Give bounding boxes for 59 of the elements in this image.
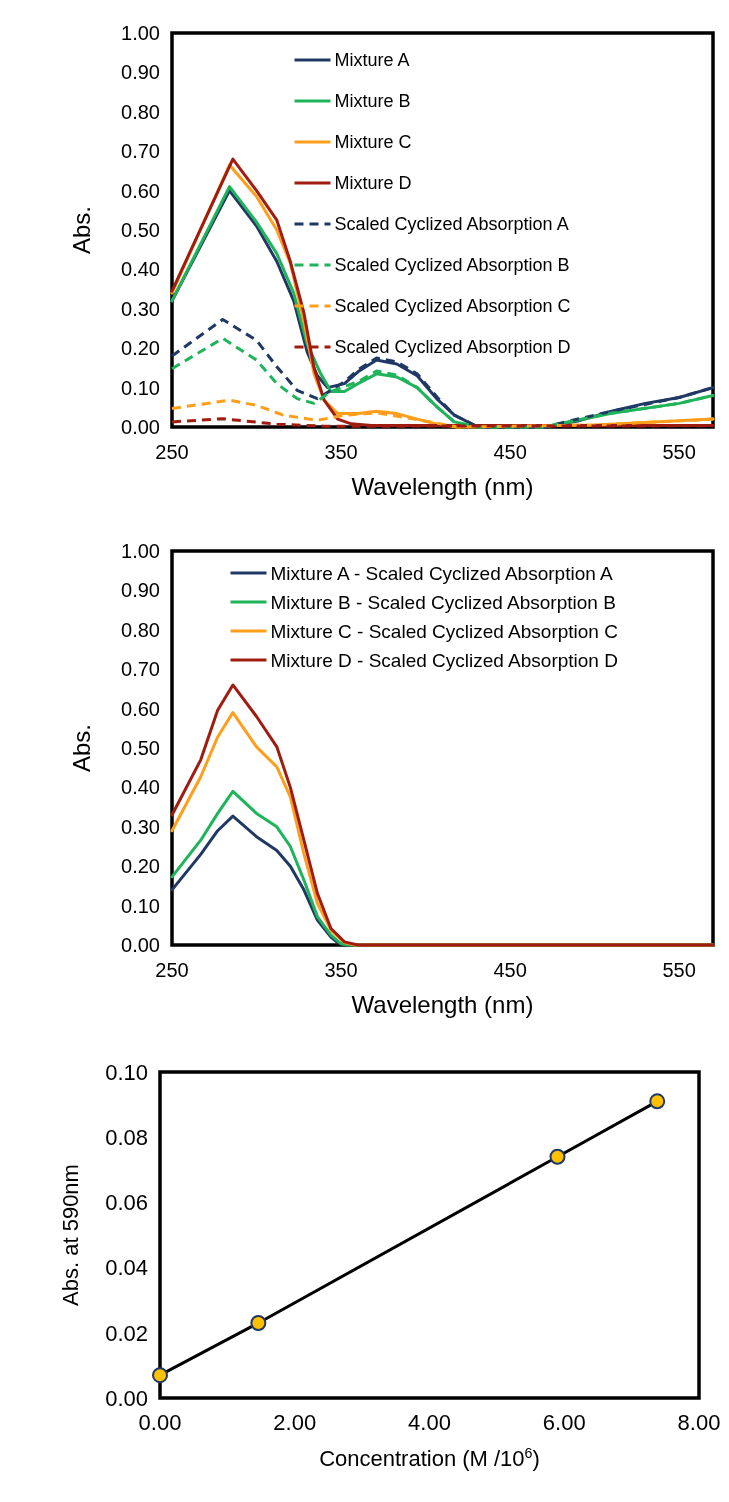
- x-tick-label: 450: [493, 441, 527, 463]
- y-tick-label: 0.10: [121, 376, 160, 399]
- y-tick-label: 0.02: [105, 1320, 148, 1346]
- x-axis-title: Concentration (M /10$^{6}$): [319, 1445, 540, 1471]
- y-tick-label: 0.04: [105, 1255, 148, 1281]
- x-axis-title: Wavelength (nm): [351, 473, 534, 500]
- x-tick-label: 250: [155, 959, 189, 981]
- legend-label: Scaled Cyclized Absorption B: [334, 255, 570, 276]
- legend-label: Scaled Cyclized Absorption C: [334, 296, 571, 317]
- legend-label: Mixture A: [334, 50, 410, 71]
- x-tick-label: 6.00: [542, 1410, 586, 1435]
- y-tick-label: 0.40: [121, 258, 160, 281]
- x-tick-label: 2.00: [273, 1410, 317, 1435]
- x-tick-label: 450: [493, 959, 527, 981]
- y-axis-title: Abs.: [68, 205, 95, 255]
- y-tick-label: 0.06: [105, 1190, 148, 1216]
- y-tick-label: 0.90: [121, 61, 160, 84]
- y-tick-label: 0.00: [121, 416, 160, 438]
- y-tick-label: 0.90: [121, 579, 160, 602]
- y-tick-label: 1.00: [121, 540, 160, 562]
- y-tick-label: 1.00: [121, 22, 160, 44]
- y-tick-label: 0.40: [121, 776, 160, 799]
- y-tick-label: 0.60: [121, 179, 160, 202]
- y-tick-label: 0.00: [121, 934, 160, 956]
- legend-label: Mixture A - Scaled Cyclized Absorption A: [270, 562, 613, 584]
- y-tick-label: 0.50: [121, 219, 160, 241]
- legend-label: Mixture B - Scaled Cyclized Absorption B: [270, 591, 616, 613]
- x-tick-label: 350: [324, 441, 358, 463]
- y-tick-label: 0.00: [105, 1385, 148, 1411]
- y-tick-label: 0.30: [121, 297, 160, 320]
- legend-label: Mixture C - Scaled Cyclized Absorption C: [270, 620, 618, 642]
- y-tick-label: 0.60: [121, 697, 160, 720]
- y-tick-label: 0.80: [121, 100, 160, 123]
- y-axis-title: Abs. at 590nm: [58, 1164, 83, 1306]
- legend-label: Mixture B: [334, 91, 411, 112]
- x-tick-label: 250: [155, 441, 189, 463]
- legend-label: Mixture D - Scaled Cyclized Absorption D: [270, 649, 618, 671]
- x-tick-label: 8.00: [677, 1410, 721, 1435]
- y-tick-label: 0.30: [121, 815, 160, 838]
- x-tick-label: 0.00: [138, 1410, 182, 1435]
- x-tick-label: 550: [662, 441, 696, 463]
- y-tick-label: 0.20: [121, 337, 160, 360]
- y-tick-label: 0.70: [121, 140, 160, 163]
- x-tick-label: 550: [662, 959, 696, 981]
- y-tick-label: 0.08: [105, 1124, 148, 1150]
- legend-label: Scaled Cyclized Absorption A: [334, 214, 569, 235]
- y-axis-title: Abs.: [68, 723, 95, 773]
- legend-label: Scaled Cyclized Absorption D: [334, 337, 571, 358]
- x-tick-label: 4.00: [408, 1410, 451, 1435]
- y-tick-label: 0.20: [121, 855, 160, 878]
- x-axis-title: Wavelength (nm): [351, 991, 534, 1018]
- legend-label: Mixture C: [334, 132, 412, 153]
- y-tick-label: 0.10: [105, 1059, 148, 1085]
- y-tick-label: 0.10: [121, 894, 160, 917]
- y-tick-label: 0.50: [121, 737, 160, 759]
- x-tick-label: 350: [324, 959, 358, 981]
- legend-label: Mixture D: [334, 173, 412, 194]
- y-tick-label: 0.70: [121, 658, 160, 681]
- y-tick-label: 0.80: [121, 618, 160, 641]
